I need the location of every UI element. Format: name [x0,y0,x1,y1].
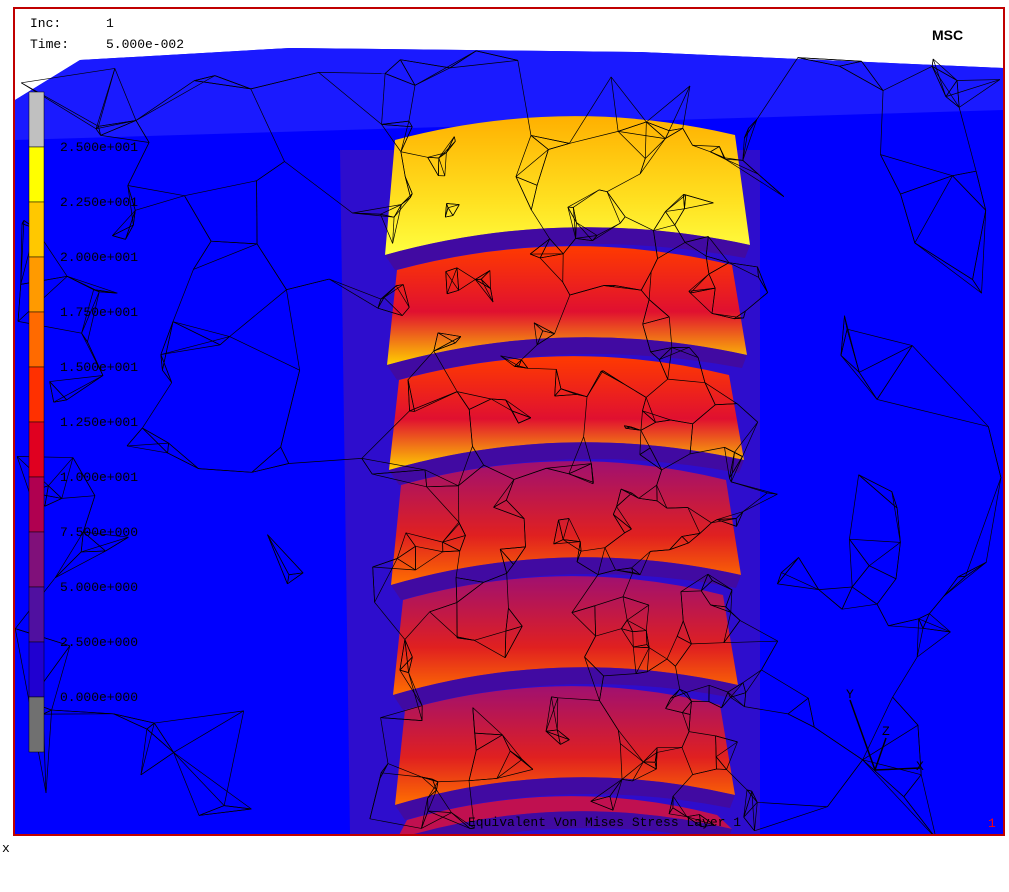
legend-swatch [29,367,44,422]
legend-swatch [29,147,44,202]
legend-label: 2.500e+000 [60,635,138,650]
triad-y-label: Y [846,687,854,702]
logo: MSC [932,27,963,43]
legend-swatch [29,642,44,697]
legend-label: 1.750e+001 [60,305,138,320]
legend-swatch [29,587,44,642]
legend-label: 1.000e+001 [60,470,138,485]
legend-swatch [29,257,44,312]
caption: Equivalent Von Mises Stress Layer 1 [468,815,741,830]
inc-label: Inc: [30,16,61,31]
legend-swatch [29,697,44,752]
page: 2.500e+001 2.250e+001 2.000e+001 1.750e+001… [0,0,1009,887]
legend-swatch [29,422,44,477]
inc-value: 1 [106,16,114,31]
legend-label: 2.500e+001 [60,140,138,155]
legend-label: 0.000e+000 [60,690,138,705]
legend-swatch [29,532,44,587]
triad-x-label: X [916,759,924,774]
legend-label: 2.000e+001 [60,250,138,265]
legend-label: 1.250e+001 [60,415,138,430]
model [15,48,1003,854]
increment-index: 1 [988,816,996,831]
legend-swatch [29,202,44,257]
time-label: Time: [30,37,69,52]
legend-swatch [29,312,44,367]
legend-swatch [29,92,44,147]
thread-bands [385,116,750,854]
legend-label: 2.250e+001 [60,195,138,210]
legend-swatch [29,477,44,532]
viewport: 2.500e+001 2.250e+001 2.000e+001 1.750e+001… [0,0,1009,887]
legend-label: 5.000e+000 [60,580,138,595]
legend-label: 7.500e+000 [60,525,138,540]
triad-z-label: Z [882,724,890,739]
legend-label: 1.500e+001 [60,360,138,375]
corner-label: x [2,841,10,856]
time-value: 5.000e-002 [106,37,184,52]
